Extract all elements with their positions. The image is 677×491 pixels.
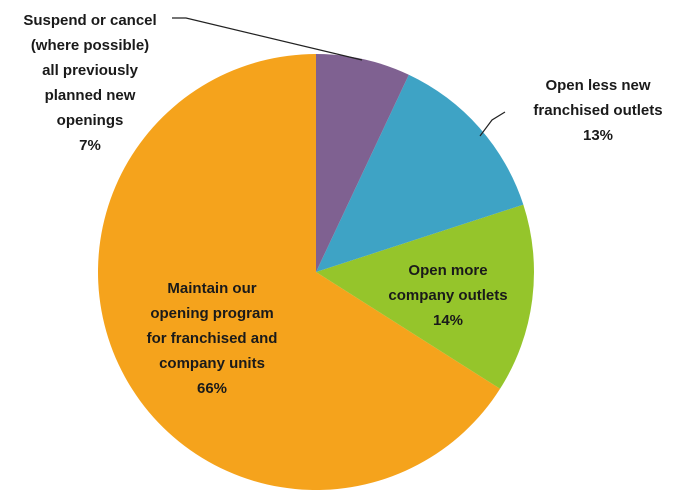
slice-percent: 13%	[582, 127, 614, 144]
pie-slice	[316, 74, 524, 272]
slice-label: Maintain our opening program for franchi…	[147, 276, 278, 401]
pie-slice	[316, 204, 534, 389]
slice-label: Open less new franchised outlets 13%	[533, 73, 662, 148]
slice-percent: 14%	[432, 312, 464, 329]
slice-name: Suspend or cancel (where possible) all p…	[23, 12, 157, 129]
pie-slice	[316, 54, 409, 272]
leader-line	[479, 111, 506, 137]
slice-percent: 7%	[79, 137, 101, 154]
pie-slice	[97, 54, 501, 490]
slice-name: Open more company outlets	[388, 262, 508, 304]
slice-name: Open less new franchised outlets	[533, 77, 663, 119]
slice-name: Maintain our opening program for franchi…	[146, 280, 278, 372]
slice-percent: 66%	[196, 380, 228, 397]
slice-label: Suspend or cancel (where possible) all p…	[23, 8, 156, 158]
leader-line	[172, 17, 363, 61]
slice-label: Open more company outlets 14%	[388, 258, 507, 333]
